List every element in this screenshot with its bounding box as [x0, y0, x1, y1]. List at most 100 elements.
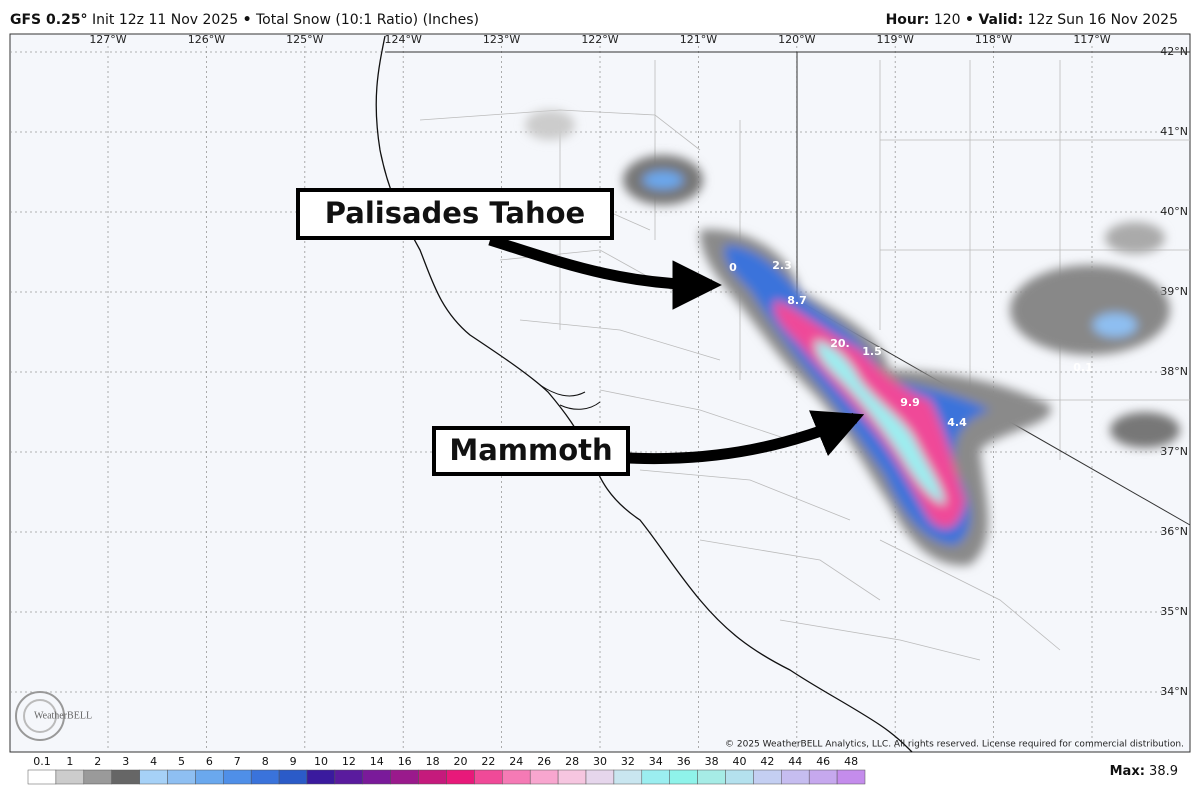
colorbar-swatch: [418, 769, 447, 785]
longitude-label: 118°W: [975, 33, 1012, 46]
colorbar-swatch: [167, 769, 196, 785]
colorbar-tick: 3: [122, 755, 129, 768]
colorbar-swatch: [613, 769, 643, 785]
latitude-label: 41°N: [1160, 125, 1188, 138]
longitude-label: 125°W: [286, 33, 323, 46]
colorbar-swatch: [781, 769, 810, 785]
point-value: 1.5: [862, 345, 882, 358]
longitude-label: 122°W: [581, 33, 618, 46]
annotation-box: [296, 188, 614, 240]
separator: •: [965, 12, 974, 28]
colorbar-swatch: [390, 769, 419, 785]
colorbar-swatch: [502, 769, 531, 785]
bay: [539, 384, 601, 410]
colorbar-tick: 16: [398, 755, 412, 768]
annotation-box: [432, 426, 630, 476]
colorbar-swatch: [446, 769, 475, 785]
colorbar-swatch: [557, 769, 587, 785]
hour: 120: [934, 12, 961, 28]
point-values: 0 2.3 8.7 20. 1.5 9.9 4.4 0.1: [729, 259, 1093, 429]
colorbar-swatch: [725, 769, 754, 785]
colorbar-swatch: [808, 769, 838, 785]
arrow: [627, 410, 865, 465]
latitude-label: 34°N: [1160, 685, 1188, 698]
longitude-label: 124°W: [385, 33, 422, 46]
colorbar-tick: 2: [94, 755, 101, 768]
colorbar-tick: 8: [262, 755, 269, 768]
colorbar-tick: 6: [206, 755, 213, 768]
colorbar-swatch: [836, 769, 866, 785]
colorbar-swatch: [27, 769, 57, 785]
colorbar-tick: 14: [370, 755, 384, 768]
longitude-label: 121°W: [680, 33, 717, 46]
model: GFS 0.25°: [10, 12, 88, 28]
colorbar-swatch: [195, 769, 224, 785]
latitude-label: 38°N: [1160, 365, 1188, 378]
arrow: [488, 234, 722, 310]
colorbar-swatch: [753, 769, 782, 785]
longitude-label: 126°W: [188, 33, 225, 46]
copyright: © 2025 WeatherBELL Analytics, LLC. All r…: [725, 740, 1184, 750]
longitude-label: 119°W: [877, 33, 914, 46]
header-left: GFS 0.25° Init 12z 11 Nov 2025 • Total S…: [10, 12, 479, 28]
annotation-label: Mammoth: [449, 433, 612, 467]
colorbar-tick: 7: [234, 755, 241, 768]
logo-text: WeatherBELL: [34, 710, 92, 721]
colorbar-swatch: [474, 769, 503, 785]
colorbar-tick: 26: [537, 755, 551, 768]
colorbar-swatch: [306, 769, 336, 785]
latitude-label: 36°N: [1160, 525, 1188, 538]
logo: WeatherBELL: [15, 691, 92, 741]
snow-field: [525, 110, 1180, 566]
colorbar-swatch: [334, 769, 364, 785]
colorbar-tick: 30: [593, 755, 607, 768]
colorbar-tick: 22: [481, 755, 495, 768]
init: Init 12z 11 Nov 2025: [92, 12, 238, 28]
colorbar-tick: 42: [760, 755, 774, 768]
header-right: Hour: 120 • Valid: 12z Sun 16 Nov 2025: [886, 12, 1178, 28]
colorbar-swatch: [529, 769, 559, 785]
point-value: 2.3: [772, 259, 792, 272]
colorbar-swatch: [641, 769, 670, 785]
colorbar-swatch: [139, 769, 168, 785]
colorbar-swatch: [362, 769, 391, 785]
max-value: 38.9: [1149, 764, 1178, 779]
colorbar-swatch: [697, 769, 726, 785]
product: Total Snow (10:1 Ratio) (Inches): [255, 12, 479, 28]
max-readout: Max: 38.9: [1110, 764, 1178, 779]
point-value: 8.7: [787, 294, 807, 307]
colorbar-tick: 40: [733, 755, 747, 768]
valid: 12z Sun 16 Nov 2025: [1028, 12, 1178, 28]
separator: •: [243, 12, 252, 28]
latitude-label: 35°N: [1160, 605, 1188, 618]
annotation-label: Palisades Tahoe: [325, 196, 585, 230]
hour-label: Hour:: [886, 12, 930, 28]
colorbar-swatch: [585, 769, 615, 785]
colorbar-tick: 44: [788, 755, 802, 768]
colorbar-tick: 9: [290, 755, 297, 768]
point-value: 4.4: [947, 416, 967, 429]
point-value: 0: [729, 261, 737, 274]
max-label: Max:: [1110, 764, 1145, 779]
longitude-label: 117°W: [1073, 33, 1110, 46]
colorbar-tick: 24: [509, 755, 523, 768]
colorbar-swatch: [278, 769, 308, 785]
latitude-label: 37°N: [1160, 445, 1188, 458]
valid-label: Valid:: [978, 12, 1023, 28]
colorbar-swatch: [250, 769, 280, 785]
colorbar-swatch: [55, 769, 85, 785]
longitude-label: 120°W: [778, 33, 815, 46]
colorbar-tick: 48: [844, 755, 858, 768]
colorbar-swatch: [669, 769, 698, 785]
colorbar-tick: 46: [816, 755, 830, 768]
point-value: 20.: [830, 337, 850, 350]
colorbar-swatch: [83, 769, 112, 785]
colorbar-tick: 1: [66, 755, 73, 768]
latitude-label: 39°N: [1160, 285, 1188, 298]
point-value: 9.9: [900, 396, 920, 409]
colorbar-tick: 34: [649, 755, 663, 768]
colorbar-swatch: [111, 769, 140, 785]
colorbar-tick: 20: [454, 755, 468, 768]
longitude-label: 127°W: [89, 33, 126, 46]
colorbar-tick: 0.1: [33, 755, 51, 768]
